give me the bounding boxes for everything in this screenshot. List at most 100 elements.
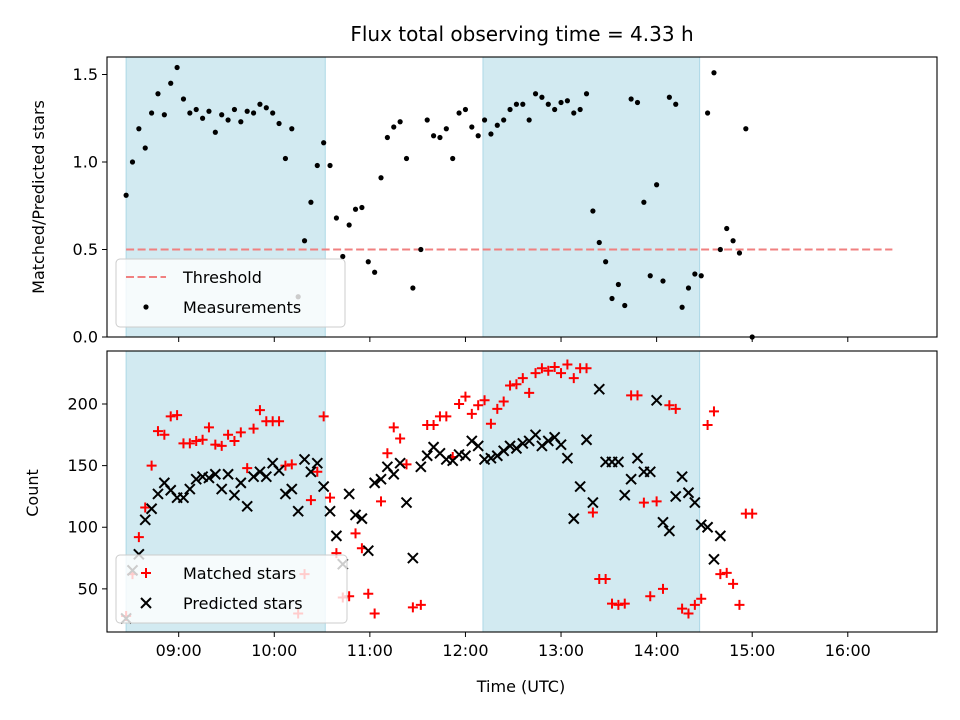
measurement-point — [136, 126, 142, 132]
matched-star-point — [140, 502, 151, 513]
measurement-point — [225, 117, 231, 123]
predicted-star-point — [235, 477, 247, 489]
measurement-point — [704, 110, 711, 116]
measurement-point — [647, 273, 653, 279]
measurement-point — [526, 117, 532, 123]
predicted-star-point — [362, 544, 374, 557]
predicted-star-point — [663, 525, 676, 537]
matched-star-point — [369, 608, 380, 619]
matched-star-point — [485, 418, 496, 429]
matched-star-point — [441, 411, 452, 422]
predicted-star-point — [145, 503, 158, 515]
measurement-point — [168, 80, 174, 86]
matched-star-point — [428, 419, 439, 430]
measurement-point — [321, 140, 327, 146]
matched-star-point — [505, 380, 516, 391]
measurement-point — [488, 131, 494, 137]
measurement-point — [314, 162, 320, 169]
measurement-point — [378, 175, 384, 181]
measurement-point — [333, 215, 340, 221]
matched-star-point — [184, 438, 195, 449]
matched-star-point — [664, 400, 675, 411]
xtick-label: 15:00 — [729, 641, 775, 660]
matched-star-point — [274, 416, 285, 427]
measurement-point — [603, 259, 609, 265]
measurement-point — [698, 273, 704, 279]
xtick-label: 16:00 — [825, 641, 871, 660]
predicted-star-point — [657, 516, 669, 529]
predicted-star-point — [349, 509, 362, 521]
measurement-point — [571, 110, 577, 116]
predicted-star-point — [485, 452, 497, 464]
predicted-star-point — [555, 438, 567, 451]
measurement-point — [397, 119, 403, 125]
legend-label: Matched stars — [183, 564, 296, 583]
legend-label: Measurements — [183, 298, 301, 317]
measurement-point — [180, 96, 187, 102]
ratio-legend: Threshold Measurements — [115, 258, 346, 328]
matched-star-point — [286, 459, 297, 470]
measurement-point — [654, 182, 660, 188]
measurement-point — [359, 204, 365, 211]
matched-star-point — [159, 429, 170, 440]
matched-star-point — [638, 497, 649, 508]
predicted-star-point — [517, 437, 529, 450]
predicted-star-point — [695, 519, 707, 531]
matched-star-point — [556, 368, 567, 379]
matched-star-point — [657, 583, 668, 594]
predicted-star-point — [587, 496, 599, 509]
predicted-star-point — [510, 442, 523, 455]
predicted-star-point — [330, 530, 343, 542]
predicted-star-point — [593, 383, 605, 395]
predicted-star-point — [215, 483, 228, 495]
matched-star-point — [677, 603, 688, 614]
axes-frame — [106, 350, 938, 633]
measurement-point — [692, 271, 698, 277]
measurement-point — [641, 199, 647, 205]
measurement-point — [372, 269, 378, 275]
measurement-point — [552, 106, 558, 113]
predicted-star-point — [279, 488, 292, 500]
predicted-star-point — [203, 472, 215, 484]
measurement-point — [469, 124, 475, 130]
predicted-star-point — [400, 496, 413, 509]
matched-star-point — [210, 439, 221, 450]
measurement-point — [685, 285, 692, 291]
matched-star-point — [165, 411, 176, 422]
measurement-point — [155, 91, 161, 97]
matched-star-point — [715, 569, 726, 580]
matched-star-point — [223, 429, 234, 440]
count-legend: Matched stars Predicted stars — [115, 554, 348, 624]
measurement-point — [679, 304, 685, 310]
predicted-star-point — [466, 435, 478, 447]
measurement-point — [730, 238, 736, 244]
predicted-star-point — [247, 471, 260, 483]
predicted-star-point — [311, 457, 323, 469]
measurement-point — [520, 101, 526, 107]
measurement-point — [257, 101, 263, 107]
measurement-point — [244, 108, 250, 114]
shaded-band-2 — [482, 56, 701, 338]
measurement-point — [352, 206, 359, 212]
predicted-star-point — [631, 452, 644, 464]
predicted-star-point — [491, 450, 504, 462]
predicted-star-point — [317, 480, 330, 493]
matched-star-point — [702, 419, 713, 430]
matched-star-point — [511, 379, 522, 390]
ytick-label: 1.5 — [73, 65, 98, 84]
measurement-point — [424, 117, 430, 123]
matched-star-point — [670, 403, 681, 414]
predicted-star-point — [222, 468, 234, 480]
matched-star-point — [376, 496, 387, 507]
legend-box — [115, 258, 346, 328]
predicted-star-point — [708, 553, 720, 565]
predicted-star-point — [472, 440, 484, 452]
measurement-point — [123, 192, 129, 198]
matched-star-point — [734, 599, 745, 610]
measurement-point — [622, 302, 628, 309]
matched-star-point — [549, 362, 560, 373]
matched-star-point — [401, 459, 412, 470]
matched-star-point — [479, 395, 490, 406]
matched-star-point — [721, 567, 732, 578]
